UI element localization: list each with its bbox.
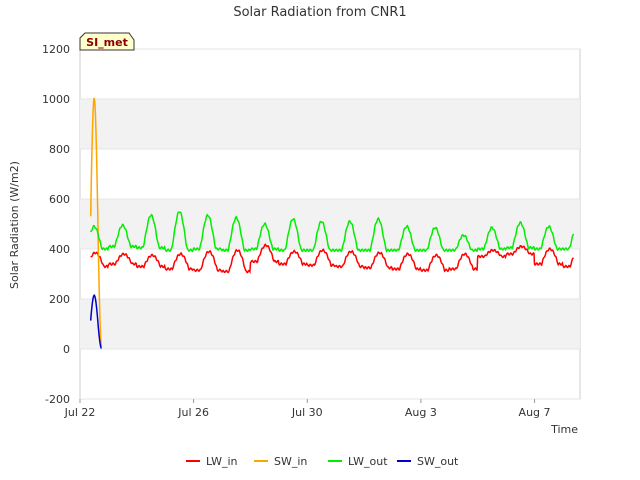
y-tick-label: 400	[49, 243, 70, 256]
legend-label: SW_out	[417, 455, 459, 468]
y-tick-label: 1000	[42, 93, 70, 106]
badge-shape	[79, 32, 135, 51]
chart-title: Solar Radiation from CNR1	[233, 5, 406, 20]
y-tick-label: 800	[49, 143, 70, 156]
grid-band	[80, 199, 580, 249]
legend-label: SW_in	[274, 455, 307, 468]
legend-item-lw-out: LW_out	[328, 455, 388, 468]
x-tick-label: Jul 22	[64, 406, 96, 419]
x-tick-label: Jul 26	[177, 406, 209, 419]
legend-item-sw-in: SW_in	[254, 455, 307, 468]
x-axis-ticks: Jul 22 Jul 26 Jul 30 Aug 3 Aug 7	[64, 399, 551, 419]
legend-label: LW_out	[348, 455, 388, 468]
series-line-sw-in	[89, 97, 103, 347]
legend-label: LW_in	[206, 455, 238, 468]
badge-label: SI_met	[86, 36, 128, 49]
series-line-sw-out	[89, 294, 103, 349]
legend: LW_in SW_in LW_out SW_out	[186, 455, 459, 468]
series-line-lw-out	[90, 211, 575, 253]
legend-item-lw-in: LW_in	[186, 455, 238, 468]
x-tick-label: Jul 30	[291, 406, 323, 419]
y-tick-label: 600	[49, 193, 70, 206]
y-axis-label: Solar Radiation (W/m2)	[8, 161, 21, 289]
y-tick-label: -200	[45, 393, 70, 406]
series-layer	[89, 97, 575, 349]
grid-band	[80, 99, 580, 149]
y-tick-label: 0	[63, 343, 70, 356]
x-tick-label: Aug 7	[519, 406, 551, 419]
grid-band	[80, 299, 580, 349]
x-tick-label: Aug 3	[405, 406, 437, 419]
y-tick-label: 1200	[42, 43, 70, 56]
x-axis-label: Time	[550, 423, 578, 436]
y-axis-ticks: -200 0 200 400 600 800 1000 1200	[42, 43, 70, 406]
series-line-lw-in	[90, 243, 575, 275]
station-badge: SI_met	[79, 32, 135, 51]
legend-item-sw-out: SW_out	[397, 455, 459, 468]
grid-bands	[80, 48, 580, 400]
y-tick-label: 200	[49, 293, 70, 306]
